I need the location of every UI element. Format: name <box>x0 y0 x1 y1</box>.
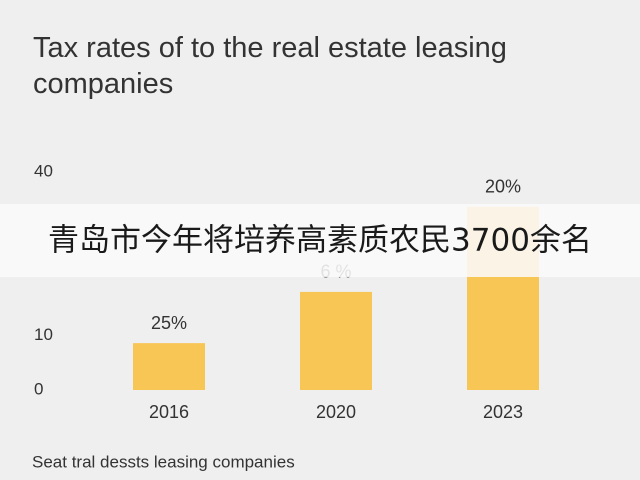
annotation: 25% <box>151 313 187 333</box>
x-tick-label: 2023 <box>483 402 523 422</box>
x-axis-label: Seat tral dessts leasing companies <box>32 452 295 471</box>
y-tick-label: 0 <box>34 379 43 398</box>
bar <box>133 343 205 390</box>
x-tick-label: 2020 <box>316 402 356 422</box>
chart-title: Tax rates of to the real estate leasing … <box>33 32 507 100</box>
banner-text: 青岛市今年将培养高素质农民3700余名 <box>48 223 592 259</box>
banner-background <box>0 204 640 277</box>
bar <box>300 291 372 390</box>
x-tick-label: 2016 <box>149 402 189 422</box>
y-tick-label: 10 <box>34 325 53 344</box>
y-tick-label: 40 <box>34 161 53 180</box>
annotation: 20% <box>485 177 521 197</box>
